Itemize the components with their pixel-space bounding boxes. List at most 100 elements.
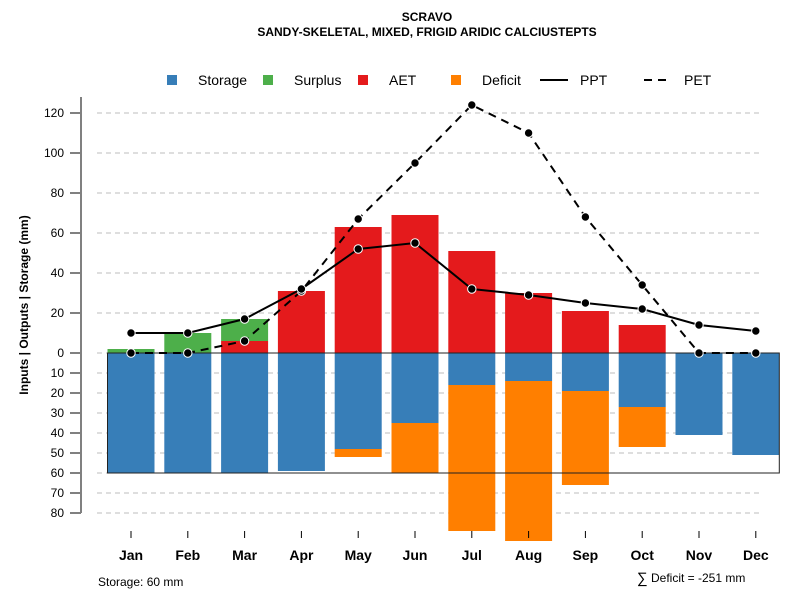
- x-tick-label: Oct: [631, 547, 655, 563]
- bar-aet: [391, 215, 439, 353]
- bar-storage: [277, 353, 325, 471]
- bar-surplus: [221, 319, 269, 341]
- point-pet: [580, 212, 591, 222]
- point-pet: [467, 100, 477, 110]
- sum-symbol: ∑: [637, 570, 648, 587]
- point-pet: [353, 214, 363, 224]
- bar-storage: [391, 353, 439, 423]
- point-ppt: [580, 298, 591, 308]
- bar-deficit: [618, 407, 666, 447]
- x-tick-label: Nov: [686, 547, 713, 563]
- deficit-sum-note: Deficit = -251 mm: [651, 571, 745, 585]
- point-ppt: [239, 314, 250, 324]
- y-tick-label: 120: [44, 106, 64, 120]
- chart-subtitle: SANDY-SKELETAL, MIXED, FRIGID ARIDIC CAL…: [257, 25, 596, 39]
- bar-deficit: [561, 391, 609, 485]
- bar-storage: [561, 353, 609, 391]
- point-pet: [751, 348, 761, 358]
- x-tick-label: Jun: [403, 547, 428, 563]
- bar-storage: [164, 353, 212, 473]
- bar-aet: [618, 325, 666, 353]
- point-ppt: [126, 328, 136, 338]
- bar-storage: [221, 353, 269, 473]
- legend-label: PET: [684, 72, 712, 88]
- storage-capacity-frame: [107, 352, 780, 474]
- y-tick-label: 70: [51, 486, 65, 500]
- point-ppt: [751, 326, 761, 336]
- legend-swatch-surplus: [263, 75, 273, 85]
- point-ppt: [637, 304, 647, 314]
- y-tick-label: 10: [51, 366, 65, 380]
- bar-storage: [334, 353, 382, 449]
- point-ppt: [183, 328, 193, 338]
- x-tick-label: Sep: [573, 547, 599, 563]
- point-pet: [126, 348, 136, 358]
- legend: Storage Surplus AET Deficit PPT PET: [167, 72, 712, 88]
- bar-deficit: [334, 449, 382, 457]
- bar-storage: [732, 353, 780, 455]
- y-axis-label: Inputs | Outputs | Storage (mm): [17, 215, 31, 394]
- y-tick-label: 80: [51, 186, 65, 200]
- legend-label: PPT: [580, 72, 608, 88]
- point-pet: [410, 158, 420, 168]
- point-ppt: [410, 238, 420, 248]
- y-tick-label: 20: [51, 306, 65, 320]
- y-tick-label: 60: [51, 226, 65, 240]
- bar-storage: [505, 353, 553, 381]
- legend-swatch-deficit: [451, 75, 461, 85]
- storage-frame: [107, 352, 780, 474]
- lines: [126, 100, 761, 358]
- bar-deficit: [391, 423, 439, 473]
- point-pet: [183, 348, 193, 358]
- legend-label: Deficit: [482, 72, 521, 88]
- point-pet: [239, 336, 250, 346]
- y-tick-label: 40: [51, 426, 65, 440]
- bar-storage: [448, 353, 496, 385]
- point-ppt: [523, 290, 534, 300]
- legend-label: Surplus: [294, 72, 341, 88]
- bar-storage: [675, 353, 723, 435]
- y-tick-label: 40: [51, 266, 65, 280]
- chart-title: SCRAVO: [402, 10, 452, 24]
- point-ppt: [353, 244, 363, 254]
- y-axis: 0 20 40 60 80 100 120 10 20 30 40 50 60 70 80: [44, 97, 82, 520]
- y-tick-label: 30: [51, 406, 65, 420]
- x-tick-label: Jan: [119, 547, 143, 563]
- x-tick-label: Dec: [743, 547, 769, 563]
- bars: [107, 215, 780, 541]
- point-pet: [523, 128, 534, 138]
- bar-aet: [448, 251, 496, 353]
- storage-note: Storage: 60 mm: [98, 575, 183, 589]
- x-tick-label: Apr: [289, 547, 314, 563]
- bar-deficit: [448, 385, 496, 531]
- x-axis: Jan Feb Mar Apr May Jun Jul Aug Sep Oct Nov Dec: [119, 531, 769, 563]
- point-pet: [637, 280, 647, 290]
- x-tick-label: May: [345, 547, 372, 563]
- x-tick-label: Aug: [515, 547, 542, 563]
- y-tick-label: 20: [51, 386, 65, 400]
- bar-storage: [618, 353, 666, 407]
- line-ppt: [131, 241, 756, 334]
- legend-swatch-storage: [167, 75, 177, 85]
- y-tick-label: 60: [51, 466, 65, 480]
- legend-label: Storage: [198, 72, 247, 88]
- line-pet: [131, 103, 756, 354]
- y-tick-label: 0: [57, 346, 64, 360]
- x-tick-label: Jul: [462, 547, 482, 563]
- y-tick-label: 80: [51, 506, 65, 520]
- point-ppt: [694, 320, 704, 330]
- legend-swatch-aet: [358, 75, 368, 85]
- y-tick-label: 50: [51, 446, 65, 460]
- bar-aet: [505, 293, 553, 353]
- bar-storage: [107, 353, 155, 473]
- point-pet: [694, 348, 704, 358]
- y-tick-label: 100: [44, 146, 64, 160]
- point-ppt: [296, 284, 307, 294]
- bar-aet: [561, 311, 609, 353]
- legend-label: AET: [389, 72, 417, 88]
- bar-deficit: [505, 381, 553, 541]
- x-tick-label: Feb: [175, 547, 200, 563]
- point-ppt: [467, 284, 477, 294]
- bar-surplus: [164, 333, 212, 353]
